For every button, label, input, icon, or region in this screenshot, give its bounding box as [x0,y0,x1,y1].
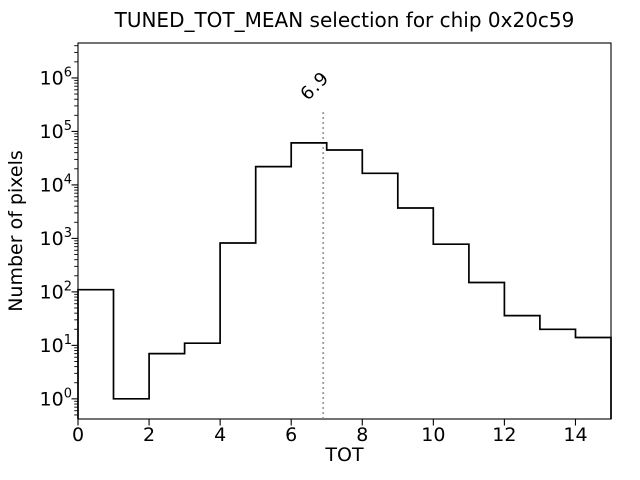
y-tick-label: 100 [40,386,72,410]
y-tick-label: 106 [40,65,72,89]
x-tick-label: 8 [356,424,368,446]
x-tick-label: 12 [492,424,516,446]
x-tick-label: 10 [421,424,445,446]
threshold-label: 6.9 [296,67,333,104]
x-tick-label: 14 [563,424,587,446]
x-tick-label: 4 [214,424,226,446]
y-tick-label: 101 [40,333,72,357]
y-tick-label: 102 [40,279,72,303]
plot-border [77,42,612,420]
y-tick-label: 104 [40,172,72,196]
y-tick-label: 105 [40,119,72,143]
x-tick-label: 6 [285,424,297,446]
axis-ticks: 0 2 4 6 8 10 12 14 100 101 102 103 104 105 106 [40,45,588,446]
y-tick-label: 103 [40,226,72,250]
y-axis-label: Number of pixels [5,150,27,312]
x-tick-label: 0 [72,424,84,446]
chart-title: TUNED_TOT_MEAN selection for chip 0x20c5… [114,8,575,32]
x-tick-label: 2 [143,424,155,446]
x-axis-label: TOT [324,444,364,466]
histogram-step [77,142,612,419]
